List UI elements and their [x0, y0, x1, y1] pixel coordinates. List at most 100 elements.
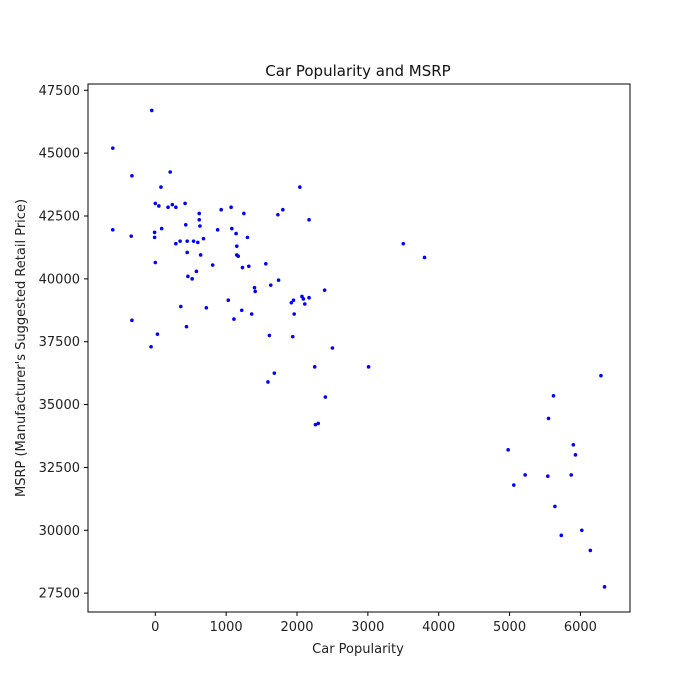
data-point [178, 239, 182, 243]
y-tick-label: 30000 [39, 524, 80, 539]
data-point [149, 344, 153, 349]
y-tick-label: 40000 [39, 272, 80, 287]
data-points [110, 108, 607, 589]
y-tick-label: 27500 [39, 587, 80, 602]
data-point [366, 365, 371, 369]
x-axis-label: Car Popularity [312, 642, 404, 657]
data-point [506, 448, 510, 452]
data-point [179, 304, 183, 309]
data-point [298, 185, 302, 189]
data-point [588, 548, 593, 553]
data-point [152, 230, 157, 235]
x-tick-label: 5000 [493, 620, 526, 635]
data-point [174, 205, 178, 209]
data-point [301, 297, 306, 301]
data-point [110, 228, 115, 232]
data-point [197, 217, 202, 222]
data-point [210, 263, 215, 267]
x-tick-label: 6000 [564, 620, 597, 635]
x-tick-label: 3000 [351, 620, 384, 635]
data-point [276, 212, 280, 217]
data-point [289, 300, 294, 305]
data-point [281, 207, 285, 212]
y-tick-label: 35000 [39, 398, 80, 413]
data-point [155, 332, 160, 336]
y-tick-label: 37500 [39, 335, 80, 350]
data-point [252, 285, 257, 290]
y-tick-label: 45000 [39, 147, 80, 162]
data-point [276, 278, 281, 282]
y-tick-label: 47500 [39, 84, 80, 99]
data-point [323, 395, 328, 399]
data-point [268, 283, 273, 287]
data-point [201, 236, 206, 241]
data-point [234, 244, 239, 248]
data-point [553, 504, 557, 509]
data-point [215, 228, 220, 232]
data-point [198, 224, 202, 228]
x-tick-label: 0 [151, 620, 159, 635]
data-point [272, 371, 277, 375]
data-point [153, 260, 158, 265]
data-point [166, 205, 170, 209]
data-point [159, 226, 164, 231]
data-point [229, 205, 233, 209]
data-point [130, 173, 134, 178]
data-point [253, 289, 258, 294]
y-axis-label: MSRP (Manufacturer's Suggested Retail Pr… [14, 199, 29, 497]
data-point [546, 416, 551, 421]
data-point [322, 288, 327, 292]
data-point [170, 202, 175, 207]
data-point [234, 231, 238, 236]
x-tick-label: 4000 [422, 620, 455, 635]
data-point [149, 108, 154, 113]
data-point [129, 234, 134, 238]
data-point [232, 317, 236, 321]
y-tick-label: 32500 [39, 461, 80, 476]
data-point [194, 269, 199, 274]
data-point [291, 298, 296, 303]
data-point [313, 422, 318, 427]
data-point [159, 185, 163, 189]
data-point [602, 585, 607, 589]
data-point [599, 373, 603, 378]
data-point [290, 334, 295, 339]
data-point [266, 380, 270, 384]
data-point [191, 239, 196, 243]
data-point [130, 318, 134, 323]
data-point [264, 261, 268, 266]
data-point [573, 453, 578, 457]
data-point [183, 223, 188, 227]
x-tick-label: 2000 [280, 620, 313, 635]
data-point [330, 346, 335, 350]
data-point [292, 312, 296, 316]
data-point [580, 528, 584, 533]
data-point [569, 473, 573, 477]
data-point [422, 255, 427, 260]
data-point [183, 201, 187, 206]
data-point [157, 204, 161, 208]
data-point [546, 474, 550, 479]
data-point [249, 312, 254, 316]
data-point [168, 170, 172, 174]
data-point [307, 217, 311, 222]
data-point [230, 226, 234, 231]
data-point [303, 302, 307, 306]
data-point [247, 264, 251, 269]
data-point [307, 295, 311, 300]
data-point [226, 298, 231, 303]
chart-title: Car Popularity and MSRP [265, 62, 450, 80]
data-point [184, 324, 189, 329]
data-point [239, 308, 244, 313]
data-point [152, 235, 157, 240]
data-point [242, 211, 246, 216]
data-point [236, 254, 241, 259]
data-point [559, 533, 564, 538]
data-point [401, 241, 406, 246]
x-axis: 0 1000 2000 3000 4000 5000 6000 [151, 612, 597, 635]
data-point [571, 443, 576, 447]
data-point [153, 201, 158, 206]
data-point [316, 421, 321, 426]
x-tick-label: 1000 [210, 620, 243, 635]
